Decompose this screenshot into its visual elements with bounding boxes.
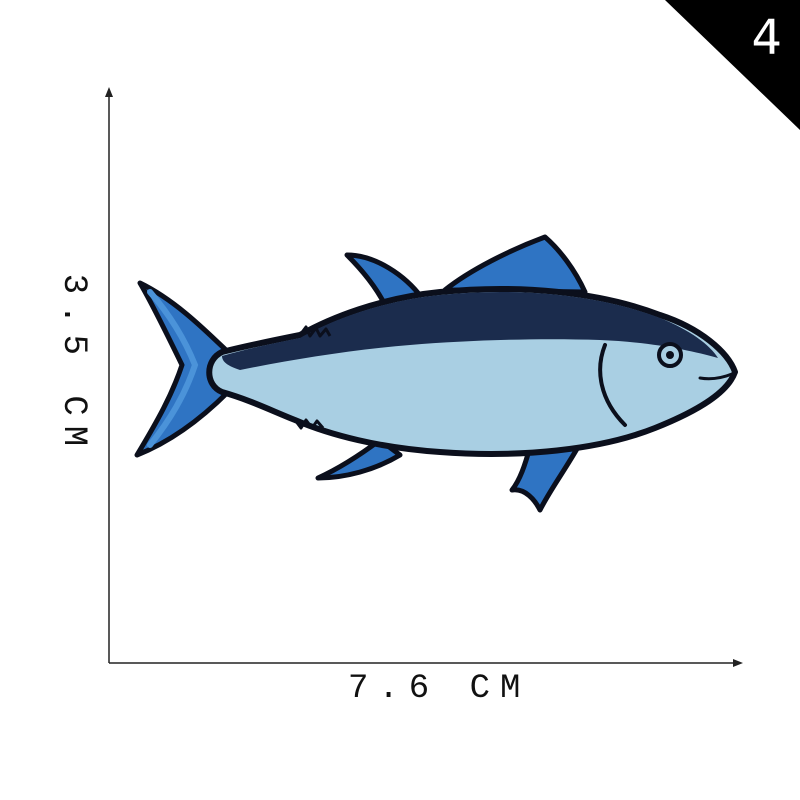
second-dorsal-fin (344, 252, 425, 308)
anal-fin (315, 437, 403, 481)
width-dimension-label: 7.6 CM (348, 670, 531, 708)
fish-pupil (666, 351, 674, 359)
tail-fin-highlight (147, 289, 199, 448)
pelvic-fin (509, 444, 581, 513)
fish-back (222, 291, 718, 370)
upper-finlets (298, 325, 332, 338)
lower-finlets (293, 418, 325, 430)
corner-triangle (665, 0, 800, 130)
corner-badge: 4 (665, 0, 800, 130)
badge-number: 4 (751, 10, 782, 66)
dorsal-fin (442, 234, 588, 295)
vertical-axis-arrow (105, 87, 113, 97)
tail-fin (134, 280, 231, 458)
horizontal-axis-arrow (733, 659, 743, 667)
gill-line (598, 343, 627, 427)
fish-mouth (698, 372, 734, 381)
